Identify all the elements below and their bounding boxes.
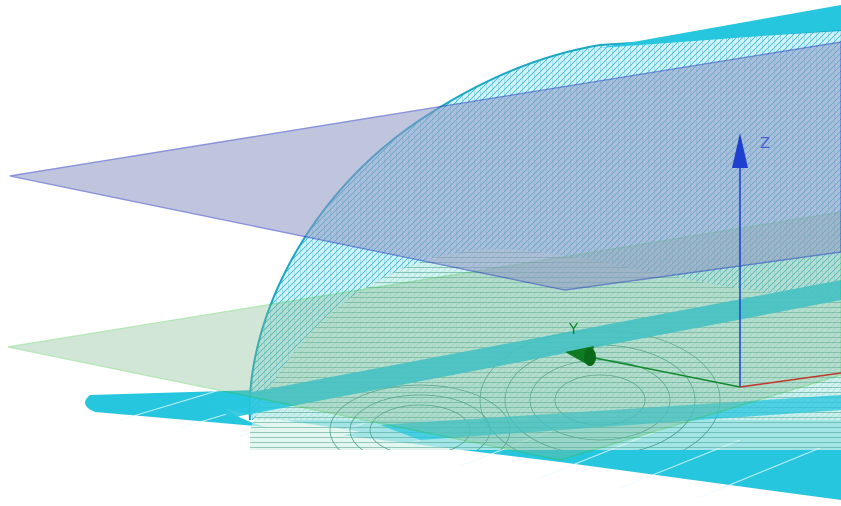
y-axis-line <box>584 355 741 388</box>
y-axis-cone-base-icon <box>584 348 596 366</box>
cutting-plane-upper[interactable] <box>9 41 841 291</box>
surface-ridge-band-lower[interactable] <box>380 395 841 440</box>
z-axis-label: Z <box>760 134 770 152</box>
coordinate-triad: Z Y <box>565 133 841 388</box>
x-axis-line <box>739 372 841 388</box>
surface-ridge-band[interactable] <box>210 280 841 418</box>
z-axis-arrow-icon <box>732 133 748 168</box>
y-axis-label: Y <box>568 320 579 338</box>
